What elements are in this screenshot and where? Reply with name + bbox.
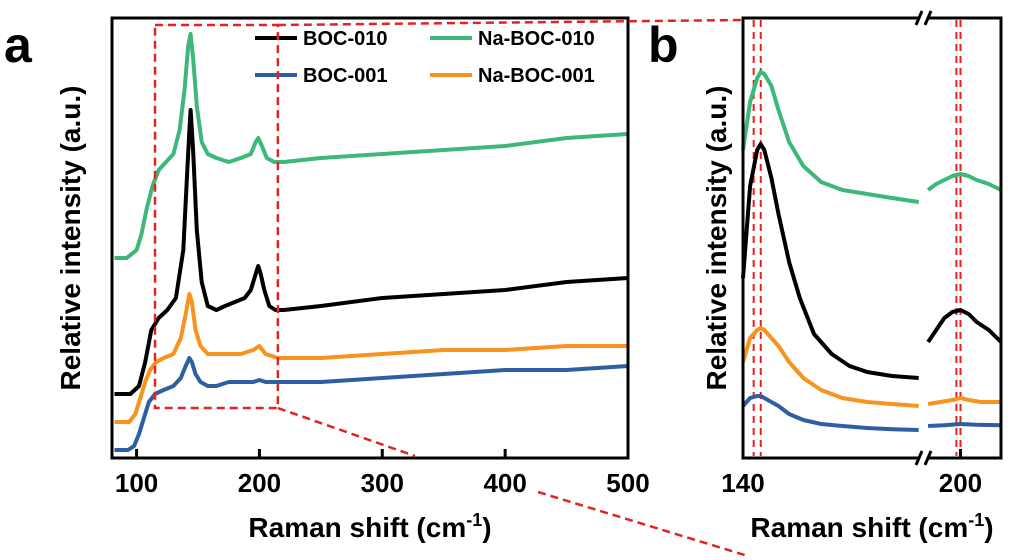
x-tick-label-200: 200 [238, 468, 281, 498]
panel-a-frame [110, 16, 630, 460]
panel-b-xlabel-close: ) [984, 512, 993, 543]
panel-a-xlabel-close: ) [482, 512, 491, 543]
axis-break-mark-top-1 [914, 10, 924, 26]
series-line-boc-001-segment-1 [741, 394, 919, 432]
legend-label-na-boc-001: Na-BOC-001 [478, 65, 595, 87]
panel-b-xlabel-sup: -1 [968, 510, 984, 530]
panel-a-x-ticks: 100 200 300 400 500 [115, 449, 650, 498]
panel-a-ylabel: Relative intensity (a.u.) [55, 86, 86, 391]
series-line-boc-001-segment-2 [928, 422, 1002, 428]
zoom-box [153, 23, 280, 410]
x-tick-label-400: 400 [483, 468, 526, 498]
axis-break-mark-bottom-1 [914, 450, 924, 466]
axis-break-gap-bottom [919, 452, 929, 464]
series-line-boc-010-segment-1 [741, 142, 919, 380]
x-tick-label-300: 300 [361, 468, 404, 498]
panel-a-legend: BOC-010 BOC-001 Na-BOC-010 Na-BOC-001 [255, 28, 595, 87]
x-tick-label-b-200: 200 [939, 468, 982, 498]
axis-break-gap-top [919, 12, 929, 24]
x-tick-label-b-140: 140 [721, 468, 764, 498]
zoom-connector-bottom-b [537, 490, 749, 558]
panel-b-label: b [648, 17, 679, 73]
panel-a-label: a [4, 17, 33, 73]
series-line-na-boc-001-segment-1 [741, 326, 919, 408]
series-line-boc-001 [114, 356, 629, 452]
legend-label-boc-010: BOC-010 [303, 28, 387, 50]
axis-break-mark-top-2 [923, 10, 933, 26]
x-tick-label-500: 500 [606, 468, 649, 498]
panel-a-series-group [114, 32, 629, 452]
series-line-boc-010-segment-2 [926, 308, 1003, 344]
panel-a: 100 200 300 400 500 Relative intensity (a.u.… [55, 16, 650, 543]
series-line-na-boc-010-segment-2 [926, 172, 1002, 192]
panel-b-xlabel: Raman shift (cm-1) [750, 510, 993, 543]
series-line-na-boc-010-segment-1 [741, 70, 919, 204]
panel-b-ylabel: Relative intensity (a.u.) [701, 86, 732, 391]
series-line-na-boc-001-segment-2 [927, 396, 1001, 406]
panel-b-frame [741, 16, 1003, 460]
zoom-connector-bottom-a [277, 406, 416, 458]
panel-a-xlabel: Raman shift (cm-1) [248, 510, 491, 543]
x-tick-label-100: 100 [115, 468, 158, 498]
panel-b-axis-break [914, 10, 933, 466]
series-line-na-boc-010 [114, 32, 629, 260]
zoom-indicator [153, 18, 749, 558]
panel-a-xlabel-main: Raman shift (cm [248, 512, 466, 543]
panel-a-xlabel-sup: -1 [466, 510, 482, 530]
panel-b-xlabel-main: Raman shift (cm [750, 512, 968, 543]
panel-b-series-group [741, 70, 1003, 432]
series-line-boc-010 [114, 108, 629, 396]
panel-b-x-ticks: 140 200 [721, 449, 982, 498]
legend-label-na-boc-010: Na-BOC-010 [478, 28, 595, 50]
axis-break-mark-bottom-2 [923, 450, 933, 466]
legend-label-boc-001: BOC-001 [303, 65, 387, 87]
series-line-na-boc-001 [114, 292, 628, 424]
panel-b: 140 200 Relative intensity (a.u.) Raman s… [701, 10, 1003, 543]
